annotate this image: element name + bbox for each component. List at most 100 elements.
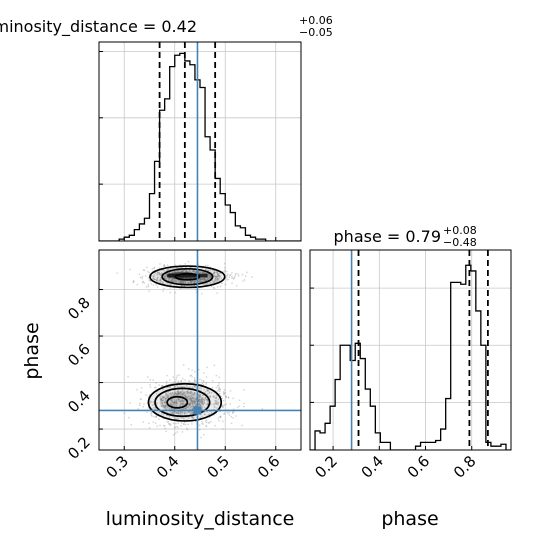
scatter-point xyxy=(213,408,215,411)
scatter-point xyxy=(150,412,153,414)
scatter-point xyxy=(202,384,205,386)
scatter-point xyxy=(173,277,176,279)
scatter-point xyxy=(175,272,178,275)
scatter-point xyxy=(177,392,180,395)
scatter-point xyxy=(174,389,176,391)
scatter-point xyxy=(195,272,198,274)
scatter-point xyxy=(213,272,215,274)
scatter-point xyxy=(200,278,202,280)
scatter-point xyxy=(207,269,209,271)
scatter-point xyxy=(146,411,148,413)
scatter-group xyxy=(99,250,301,450)
scatter-point xyxy=(223,392,225,395)
scatter-point xyxy=(163,425,165,427)
scatter-point xyxy=(175,272,178,274)
scatter-point xyxy=(162,388,164,391)
scatter-point xyxy=(159,263,161,265)
scatter-point xyxy=(208,274,211,277)
scatter-point xyxy=(166,281,168,284)
scatter-point xyxy=(204,396,207,398)
scatter-point xyxy=(185,385,188,387)
scatter-point xyxy=(180,390,182,393)
title-phase-sub: −0.48 xyxy=(443,236,477,249)
scatter-point xyxy=(178,398,180,400)
scatter-point xyxy=(194,420,197,422)
scatter-point xyxy=(194,401,196,403)
scatter-point xyxy=(175,400,178,402)
scatter-point xyxy=(186,277,188,279)
scatter-point xyxy=(186,277,188,279)
scatter-point xyxy=(172,281,174,283)
scatter-point xyxy=(212,403,215,406)
scatter-point xyxy=(181,399,183,402)
scatter-point xyxy=(207,274,209,276)
scatter-point xyxy=(219,388,221,390)
scatter-point xyxy=(186,391,189,393)
scatter-point xyxy=(172,276,175,279)
scatter-point xyxy=(197,399,200,402)
scatter-point xyxy=(181,398,183,400)
scatter-point xyxy=(217,278,219,281)
scatter-point xyxy=(162,405,164,407)
scatter-point xyxy=(214,402,217,404)
scatter-point xyxy=(177,381,180,384)
scatter-point xyxy=(189,398,191,400)
scatter-point xyxy=(160,273,162,276)
scatter-point xyxy=(182,417,184,419)
scatter-point xyxy=(175,271,177,273)
scatter-point xyxy=(193,392,196,395)
scatter-point xyxy=(203,277,206,279)
scatter-point xyxy=(187,281,190,284)
scatter-point xyxy=(201,400,203,402)
scatter-point xyxy=(191,400,194,403)
ticks-hist-luminosity xyxy=(99,50,277,241)
scatter-point xyxy=(198,394,201,397)
scatter-point xyxy=(209,395,212,397)
scatter-point xyxy=(203,372,205,374)
scatter-point xyxy=(216,279,218,281)
scatter-point xyxy=(211,279,213,281)
scatter-point xyxy=(207,269,210,272)
scatter-point xyxy=(183,403,185,405)
scatter-point xyxy=(203,381,205,383)
scatter-point xyxy=(215,397,217,400)
scatter-point xyxy=(192,408,194,410)
scatter-point xyxy=(172,433,175,436)
scatter-point xyxy=(169,392,172,395)
scatter-point xyxy=(165,383,168,385)
scatter-point xyxy=(175,399,178,401)
scatter-point xyxy=(189,403,191,405)
scatter-point xyxy=(214,279,216,282)
scatter-point xyxy=(187,271,189,274)
scatter-point xyxy=(183,408,185,410)
scatter-point xyxy=(205,279,208,281)
scatter-point xyxy=(194,279,196,282)
scatter-point xyxy=(163,425,166,427)
scatter-point xyxy=(194,401,196,403)
scatter-point xyxy=(167,397,169,399)
scatter-point xyxy=(198,395,201,398)
scatter-point xyxy=(188,404,190,407)
scatter-point xyxy=(211,387,214,389)
scatter-point xyxy=(194,371,196,373)
scatter-point xyxy=(177,393,180,395)
scatter-point xyxy=(166,374,168,377)
scatter-point xyxy=(226,275,228,277)
scatter-point xyxy=(218,420,220,422)
scatter-point xyxy=(177,394,180,396)
scatter-point xyxy=(204,272,206,274)
scatter-point xyxy=(207,403,209,405)
scatter-point xyxy=(168,272,171,274)
scatter-point xyxy=(195,404,197,406)
scatter-point xyxy=(195,280,197,282)
scatter-point xyxy=(148,394,151,396)
scatter-point xyxy=(158,281,161,283)
scatter-point xyxy=(204,390,207,393)
scatter-point xyxy=(202,403,204,405)
scatter-point xyxy=(194,391,196,394)
scatter-point xyxy=(172,280,174,282)
scatter-point xyxy=(185,269,188,271)
scatter-point xyxy=(177,398,179,400)
scatter-point xyxy=(218,276,221,278)
scatter-point xyxy=(187,397,189,400)
